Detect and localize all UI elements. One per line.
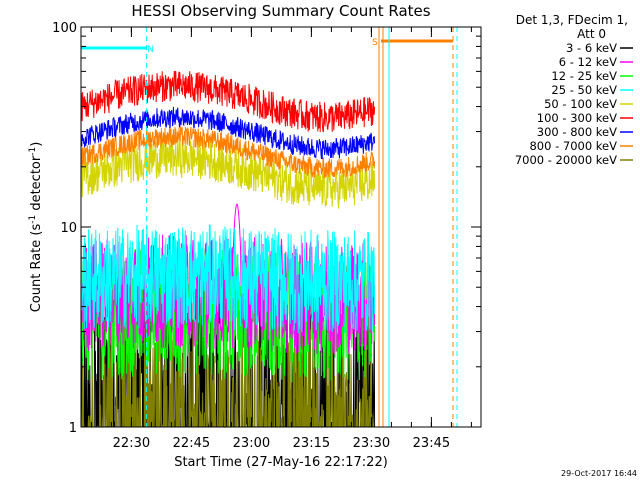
legend-label-2: 12 - 25 keV: [551, 69, 617, 83]
x-tick-label: 23:30: [353, 436, 390, 451]
legend-header-line2: Att 0: [577, 27, 606, 41]
x-axis-label: Start Time (27-May-16 22:17:22): [174, 455, 388, 470]
y-axis-label: Count Rate (s-1 detector-1): [28, 142, 44, 313]
y-axis-label-sup1: -1: [28, 215, 38, 224]
series-line-6: [80, 106, 376, 160]
legend-label-4: 50 - 100 keV: [544, 97, 617, 111]
timestamp: 29-Oct-2017 16:44: [561, 469, 637, 478]
axes: 1 10 100 22:30 22:45 23:00 23:15 23:30 23:45: [52, 21, 481, 451]
legend-label-0: 3 - 6 keV: [566, 41, 617, 55]
y-tick-label: 100: [52, 21, 77, 36]
y-tick-label: 1: [69, 421, 77, 436]
series-line-4: [80, 136, 376, 209]
legend-label-7: 800 - 7000 keV: [529, 139, 617, 153]
legend-label-1: 6 - 12 keV: [559, 55, 617, 69]
svg-text:Count Rate (s-1 detector-1): Count Rate (s-1 detector-1): [28, 142, 44, 313]
flag-label-1: S: [372, 38, 378, 48]
x-tick-label: 23:45: [413, 436, 450, 451]
x-tick-label: 23:15: [293, 436, 330, 451]
series-line-7: [80, 126, 376, 179]
legend-label-3: 25 - 50 keV: [551, 83, 617, 97]
y-axis-label-main: Count Rate (s: [29, 224, 44, 313]
chart-title: HESSI Observing Summary Count Rates: [131, 2, 430, 20]
flag-label-0: N: [147, 45, 154, 55]
legend-label-8: 7000 - 20000 keV: [515, 153, 617, 167]
series-line-3: [80, 224, 376, 334]
y-axis-label-sup2: -1: [28, 147, 38, 156]
x-tick-label: 22:45: [173, 436, 210, 451]
series-line-5: [80, 70, 376, 133]
legend-header-line1: Det 1,3, FDecim 1,: [516, 13, 628, 27]
x-tick-label: 22:30: [113, 436, 150, 451]
legend-label-5: 100 - 300 keV: [537, 111, 617, 125]
x-tick-label: 23:00: [233, 436, 270, 451]
plot-area: NS: [80, 27, 458, 429]
y-axis-label-end: ): [29, 142, 44, 147]
legend-label-6: 300 - 800 keV: [537, 125, 617, 139]
y-axis-label-mid: detector: [29, 155, 44, 215]
y-tick-label: 10: [60, 221, 77, 236]
